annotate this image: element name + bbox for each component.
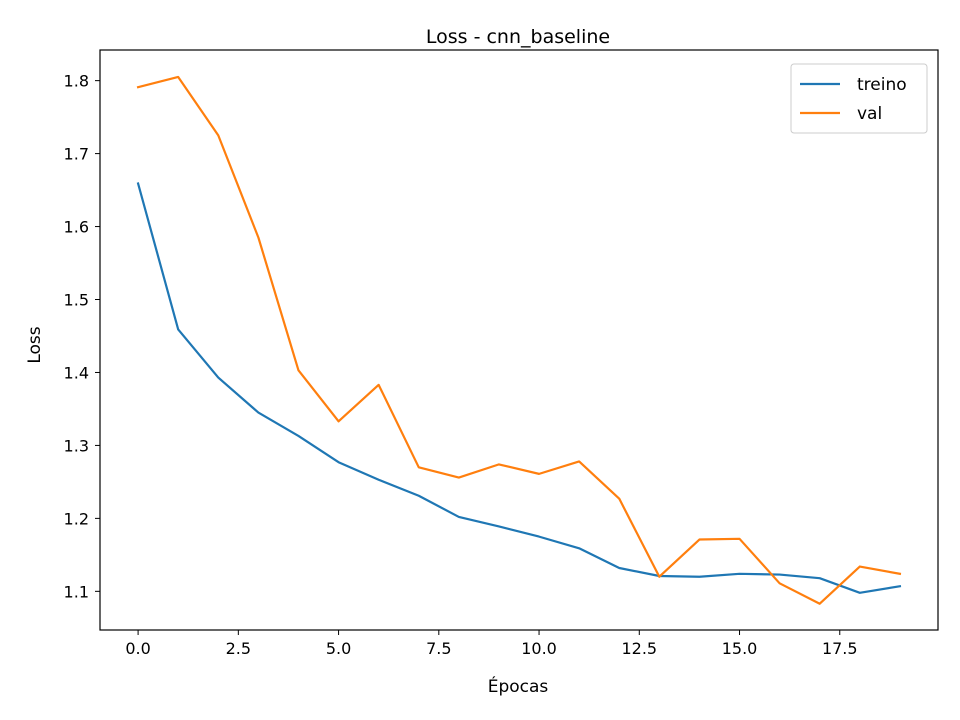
legend: treino val — [790, 63, 928, 134]
x-tick-label: 17.5 — [822, 639, 858, 658]
series-layer — [136, 75, 902, 605]
legend-label-val: val — [857, 104, 882, 124]
y-tick-label: 1.3 — [64, 436, 89, 455]
x-tick-label: 5.0 — [326, 639, 351, 658]
x-tick-label: 15.0 — [722, 639, 758, 658]
y-tick-label: 1.8 — [64, 72, 89, 91]
x-tick-label: 0.0 — [125, 639, 150, 658]
x-axis-ticks: 0.0 2.5 5.0 7.5 10.0 12.5 15.0 17.5 — [125, 630, 858, 658]
x-tick-label: 10.0 — [521, 639, 557, 658]
plot-frame — [99, 49, 939, 631]
y-axis-ticks: 1.1 1.2 1.3 1.4 1.5 1.6 1.7 1.8 — [64, 72, 100, 601]
x-tick-label: 2.5 — [226, 639, 251, 658]
y-tick-label: 1.5 — [64, 291, 89, 310]
y-tick-label: 1.7 — [64, 145, 89, 164]
legend-label-treino: treino — [857, 75, 907, 95]
y-tick-label: 1.1 — [64, 582, 89, 601]
x-tick-label: 12.5 — [621, 639, 657, 658]
y-tick-label: 1.6 — [64, 218, 89, 237]
x-axis-label: Épocas — [488, 675, 549, 697]
y-tick-label: 1.4 — [64, 363, 89, 382]
chart-title: Loss - cnn_baseline — [426, 26, 610, 48]
y-axis-label: Loss — [25, 326, 45, 363]
series-line-val — [136, 75, 902, 605]
x-tick-label: 7.5 — [426, 639, 451, 658]
legend-box — [790, 63, 928, 134]
y-tick-label: 1.2 — [64, 509, 89, 528]
